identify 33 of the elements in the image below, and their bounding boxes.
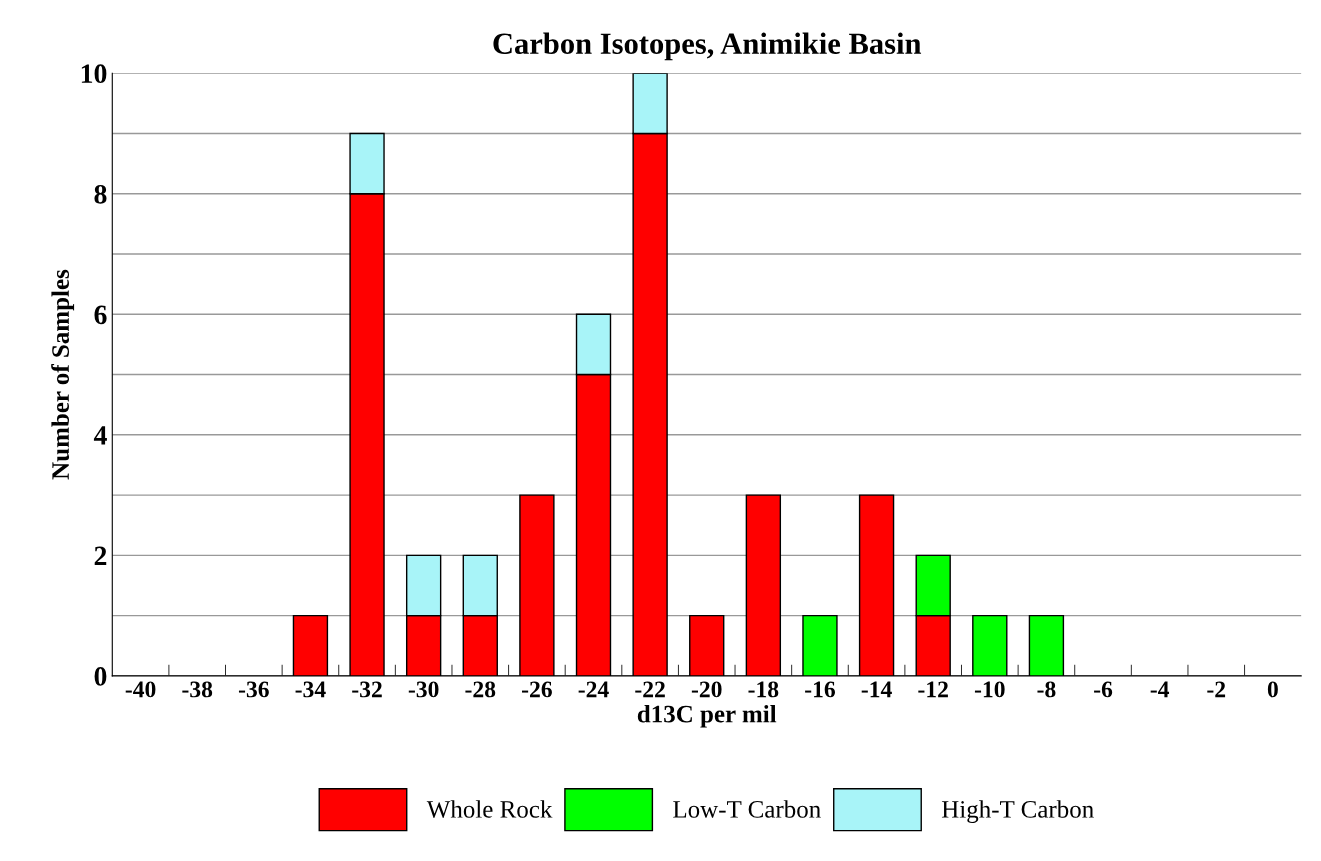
x-tick-label: -18 — [748, 681, 779, 698]
x-tick-label: -40 — [125, 681, 156, 698]
x-axis-title: d13C per mil — [637, 704, 777, 728]
x-tick-label: -4 — [1150, 681, 1170, 698]
y-axis-title: Number of Samples — [51, 269, 75, 480]
x-tick-label: -16 — [805, 681, 836, 698]
x-tick-label: -26 — [522, 681, 552, 698]
x-tick-label: -2 — [1207, 681, 1226, 698]
x-tick-label: -22 — [635, 681, 665, 698]
x-tick-label: -8 — [1037, 681, 1056, 698]
y-tick-label: 10 — [81, 64, 107, 84]
x-tick-label: 0 — [1267, 681, 1278, 698]
x-tick-label: -36 — [238, 681, 269, 698]
x-tick-label: -6 — [1094, 681, 1113, 698]
legend-label: Low-T Carbon — [673, 800, 821, 818]
x-tick-label: -20 — [691, 681, 722, 698]
x-tick-label: -38 — [182, 681, 213, 698]
legend-label: High-T Carbon — [941, 800, 1094, 823]
y-tick-label: 8 — [94, 184, 107, 204]
chart-title: Carbon Isotopes, Animikie Basin — [493, 32, 922, 61]
x-tick-label: -24 — [578, 681, 609, 698]
x-tick-label: -10 — [974, 681, 1005, 698]
x-tick-label: -30 — [408, 681, 439, 698]
y-tick-label: 6 — [94, 305, 107, 325]
y-tick-label: 4 — [93, 426, 107, 445]
x-tick-label: -14 — [861, 681, 892, 698]
x-tick-label: -28 — [465, 681, 496, 698]
x-tick-label: -34 — [295, 681, 326, 698]
x-tick-label: -12 — [918, 681, 948, 698]
x-tick-label: -32 — [352, 681, 382, 698]
legend-label: Whole Rock — [426, 800, 553, 818]
y-tick-label: 2 — [94, 546, 107, 565]
y-tick-label: 0 — [94, 667, 107, 686]
